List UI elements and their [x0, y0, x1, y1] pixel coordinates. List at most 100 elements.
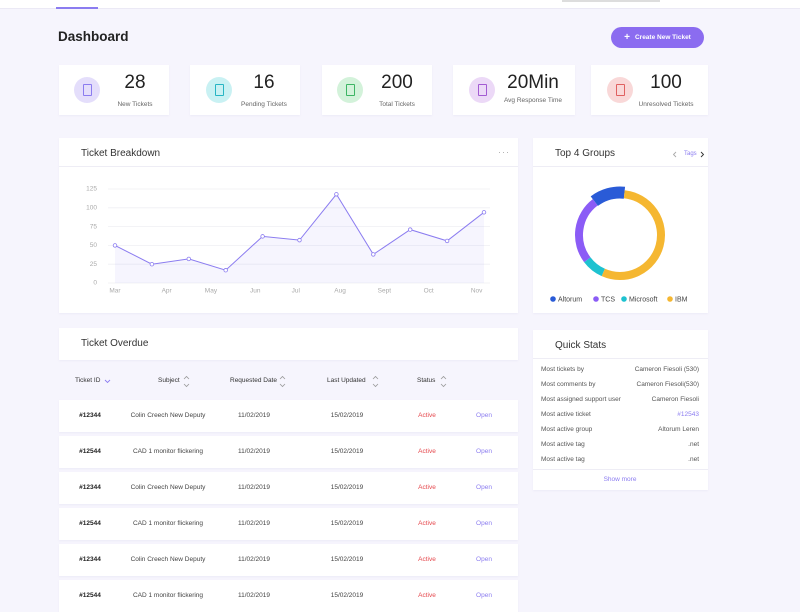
open-link[interactable]: Open [476, 556, 492, 563]
table-cell: CAD 1 monitor flickering [132, 592, 204, 599]
y-tick-label: 0 [93, 280, 97, 287]
tags-link[interactable]: Tags [684, 151, 697, 157]
table-row [59, 544, 518, 576]
table-cell: CAD 1 monitor flickering [132, 448, 204, 455]
groups-card [533, 138, 708, 313]
create-ticket-button[interactable]: + Create New Ticket [611, 27, 704, 48]
sort-icon [183, 375, 190, 388]
table-row [59, 400, 518, 432]
stat-name: Most comments by [541, 381, 596, 388]
stat-value: 100 [650, 72, 682, 93]
donut-segment [584, 257, 606, 277]
x-tick-label: Aug [334, 288, 346, 295]
stat-detail: #12543 [677, 411, 699, 418]
table-cell: #12344 [79, 556, 101, 563]
table-cell: #12344 [79, 412, 101, 419]
table-cell: Colin Creech New Deputy [130, 412, 206, 419]
y-tick-label: 100 [86, 205, 97, 212]
sort-icon [372, 375, 379, 388]
stat-icon-glyph [616, 84, 625, 96]
stat-label: Avg Response Time [503, 97, 563, 104]
card-title: Ticket Overdue [81, 338, 149, 349]
next-arrow [700, 151, 705, 158]
stat-icon [337, 77, 363, 103]
table-cell: CAD 1 monitor flickering [132, 520, 204, 527]
table-cell: #12344 [79, 484, 101, 491]
card-title: Ticket Breakdown [81, 148, 161, 159]
table-row [59, 508, 518, 540]
page-title: Dashboard [58, 29, 129, 44]
open-link[interactable]: Open [476, 484, 492, 491]
stat-label: Total Tickets [379, 101, 415, 108]
table-cell: Active [418, 520, 436, 527]
stat-value: 16 [253, 72, 275, 93]
table-cell: Active [418, 448, 436, 455]
x-tick-label: May [205, 288, 218, 295]
y-tick-label: 50 [90, 242, 98, 249]
x-tick-label: Apr [162, 288, 173, 295]
donut-segment [601, 190, 665, 280]
open-link[interactable]: Open [476, 412, 492, 419]
stat-icon-glyph [478, 84, 487, 96]
stat-label: Unresolved Tickets [638, 101, 694, 108]
x-tick-label: Jun [250, 288, 261, 295]
column-header[interactable]: Last Updated [327, 377, 366, 384]
column-header[interactable]: Subject [158, 377, 180, 384]
stat-value: 200 [381, 72, 413, 93]
line-point [334, 192, 339, 197]
legend-swatch [621, 296, 627, 302]
breakdown-card [59, 138, 518, 313]
card-title: Quick Stats [555, 340, 607, 351]
column-header[interactable]: Requested Date [230, 377, 277, 384]
stat-label: Pending Tickets [241, 101, 287, 108]
card-title: Top 4 Groups [555, 148, 616, 159]
overdue-card [59, 328, 518, 360]
column-header[interactable]: Status [417, 377, 436, 384]
x-tick-label: Mar [109, 288, 121, 295]
legend-swatch [593, 296, 599, 302]
stat-name: Most assigned support user [541, 396, 621, 403]
open-link[interactable]: Open [476, 520, 492, 527]
stat-detail: Cameron Fiesoli [651, 396, 699, 403]
table-cell: Colin Creech New Deputy [130, 556, 206, 563]
search-edge [562, 0, 660, 2]
stat-detail: Altorum Leren [658, 426, 699, 433]
table-cell: 11/02/2019 [237, 448, 271, 455]
line-point [260, 234, 265, 239]
stat-icon-glyph [215, 84, 224, 96]
stat-detail: .net [688, 441, 699, 448]
stat-icon [469, 77, 495, 103]
stat-detail: Cameron Fiesoli(530) [636, 381, 700, 388]
y-tick-label: 125 [86, 186, 97, 193]
line-point [371, 252, 376, 257]
table-cell: 15/02/2019 [330, 448, 364, 455]
table-cell: 15/02/2019 [330, 520, 364, 527]
table-cell: #12544 [79, 448, 101, 455]
stat-name: Most active ticket [541, 411, 591, 418]
table-cell: Active [418, 556, 436, 563]
open-link[interactable]: Open [476, 448, 492, 455]
table-cell: 11/02/2019 [237, 556, 271, 563]
stat-detail: Cameron Fiesoli (530) [634, 366, 699, 373]
legend-label: Microsoft [629, 296, 657, 303]
line-point [223, 268, 228, 273]
open-link[interactable]: Open [476, 592, 492, 599]
stat-value: 28 [124, 72, 146, 93]
stat-label: New Tickets [117, 101, 153, 108]
table-cell: 11/02/2019 [237, 412, 271, 419]
show-more[interactable]: Show more [603, 476, 637, 483]
sort-icon [104, 379, 111, 384]
x-tick-label: Oct [424, 288, 434, 295]
y-tick-label: 75 [90, 223, 98, 230]
table-cell: #12544 [79, 520, 101, 527]
line-area [115, 194, 484, 283]
x-tick-label: Jul [292, 288, 301, 295]
x-tick-label: Sept [378, 288, 392, 295]
card-divider [533, 469, 708, 470]
column-header[interactable]: Ticket ID [75, 377, 101, 384]
stat-name: Most tickets by [541, 366, 584, 373]
quick-stats-card [533, 330, 708, 490]
legend-label: IBM [675, 296, 688, 303]
